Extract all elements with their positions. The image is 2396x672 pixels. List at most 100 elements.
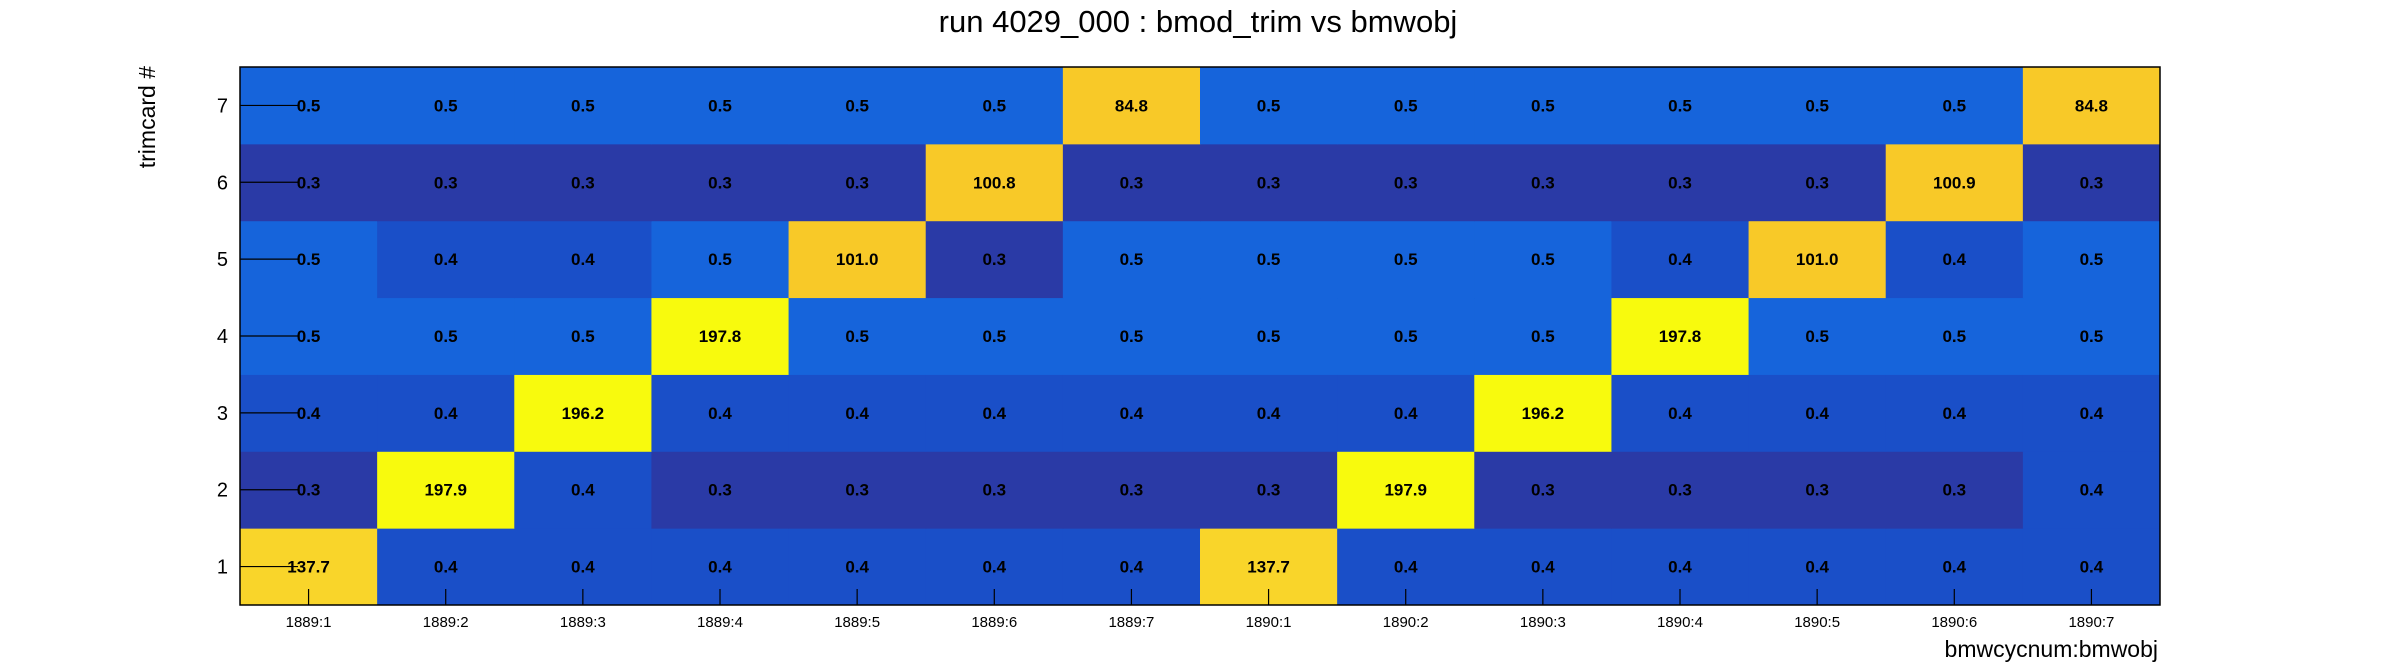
x-tick-label: 1889:6 [971, 614, 1017, 631]
x-tick-label: 1890:3 [1520, 614, 1566, 631]
cell-value-label: 0.4 [434, 250, 458, 269]
x-tick-label: 1890:2 [1383, 614, 1429, 631]
heatmap-cell [1611, 374, 1750, 452]
cell-value-label: 0.4 [2080, 404, 2104, 423]
cell-value-label: 0.5 [1531, 96, 1555, 115]
cell-value-label: 100.8 [973, 173, 1016, 192]
heatmap-cell [2022, 297, 2161, 375]
cell-value-label: 0.3 [297, 481, 321, 500]
heatmap-cell [925, 297, 1064, 375]
heatmap-cell [1337, 143, 1475, 222]
cell-value-label: 0.3 [1531, 173, 1555, 192]
heatmap-cell [377, 67, 515, 145]
heatmap-cell [651, 220, 790, 299]
cell-value-label: 0.4 [1805, 558, 1829, 577]
heatmap-cell [651, 374, 790, 452]
heatmap-cell [1062, 220, 1201, 299]
heatmap-cell [1748, 143, 1887, 222]
cell-value-label: 0.3 [982, 481, 1006, 500]
cell-value-label: 0.4 [1120, 558, 1144, 577]
cell-value-label: 101.0 [836, 250, 879, 269]
cell-value-label: 0.3 [1394, 173, 1418, 192]
heatmap-cell [514, 143, 652, 222]
heatmap-cell [514, 220, 652, 299]
heatmap-cell [1062, 67, 1201, 145]
cell-value-label: 0.3 [1257, 173, 1281, 192]
x-tick-label: 1889:4 [697, 614, 743, 631]
cell-value-label: 0.5 [2080, 327, 2104, 346]
cell-value-label: 0.4 [1668, 250, 1692, 269]
cell-value-label: 0.5 [708, 250, 732, 269]
heatmap-cell [788, 451, 927, 529]
chart-title: run 4029_000 : bmod_trim vs bmwobj [939, 4, 1458, 39]
cell-value-label: 0.5 [297, 327, 321, 346]
x-tick-label: 1890:6 [1931, 614, 1977, 631]
cell-value-label: 0.4 [845, 404, 869, 423]
y-axis-ticks [240, 104, 298, 568]
cell-value-label: 197.9 [1384, 481, 1427, 500]
cell-value-label: 0.5 [1394, 250, 1418, 269]
y-tick-label: 7 [217, 95, 228, 117]
cell-value-label: 0.4 [2080, 558, 2104, 577]
cell-value-label: 0.3 [708, 481, 732, 500]
cell-value-label: 196.2 [1522, 404, 1565, 423]
cell-value-label: 0.4 [1394, 558, 1418, 577]
heatmap-cell [1474, 374, 1612, 452]
y-tick-label: 1 [217, 557, 228, 579]
cell-value-label: 0.4 [1668, 404, 1692, 423]
heatmap-cell [377, 374, 515, 452]
heatmap-cell [1200, 297, 1338, 375]
x-axis-ticks [307, 589, 2093, 605]
heatmap-cell [1748, 374, 1887, 452]
cell-value-label: 0.5 [982, 96, 1006, 115]
cell-value-label: 0.5 [297, 250, 321, 269]
cell-value-label: 0.5 [2080, 250, 2104, 269]
heatmap-cell [1337, 67, 1475, 145]
y-tick-label: 3 [217, 403, 228, 425]
x-tick-label: 1889:1 [286, 614, 332, 631]
heatmap-cell [788, 374, 927, 452]
heatmap-cell [1611, 451, 1750, 529]
cell-value-label: 0.3 [1805, 173, 1829, 192]
cell-value-label: 0.3 [845, 173, 869, 192]
cell-value-label: 197.8 [699, 327, 742, 346]
heatmap-cell [1474, 451, 1612, 529]
heatmap-cell [1062, 297, 1201, 375]
cell-value-label: 0.3 [1531, 481, 1555, 500]
heatmap-cell [1474, 143, 1612, 222]
cell-value-label: 197.9 [424, 481, 467, 500]
cell-value-label: 0.4 [571, 250, 595, 269]
heatmap-cell [514, 451, 652, 529]
heatmap-cell [514, 67, 652, 145]
cell-value-label: 196.2 [562, 404, 605, 423]
heatmap-cell [514, 297, 652, 375]
cell-value-label: 0.3 [1120, 173, 1144, 192]
heatmap-cell [651, 297, 790, 375]
cell-value-label: 0.5 [1120, 250, 1144, 269]
y-axis-title: trimcard # [134, 66, 160, 168]
cell-value-label: 101.0 [1796, 250, 1839, 269]
heatmap-cell [651, 67, 790, 145]
cell-value-label: 0.5 [1805, 96, 1829, 115]
cell-value-label: 0.5 [571, 327, 595, 346]
cell-value-label: 100.9 [1933, 173, 1976, 192]
heatmap-cell [788, 220, 927, 299]
cell-value-label: 0.5 [1257, 327, 1281, 346]
heatmap-cell [1337, 374, 1475, 452]
heatmap-cell [1611, 220, 1750, 299]
heatmap-cell [1337, 297, 1475, 375]
cell-value-label: 84.8 [1115, 96, 1148, 115]
cell-value-label: 0.5 [1531, 327, 1555, 346]
cell-value-label: 0.5 [1668, 96, 1692, 115]
heatmap-cell-labels: 137.7 0.4 0.4 0.4 0.4 0.4 0.4 137.7 0.4 0.4 0.4 0.4… [287, 96, 2108, 576]
heatmap-cell [788, 143, 927, 222]
cell-value-label: 0.5 [1120, 327, 1144, 346]
cell-value-label: 0.5 [1394, 96, 1418, 115]
heatmap-cell [1200, 374, 1338, 452]
cell-value-label: 0.5 [1394, 327, 1418, 346]
cell-value-label: 0.3 [845, 481, 869, 500]
heatmap-cell [925, 220, 1064, 299]
cell-value-label: 0.5 [1942, 96, 1966, 115]
cell-value-label: 0.3 [297, 173, 321, 192]
